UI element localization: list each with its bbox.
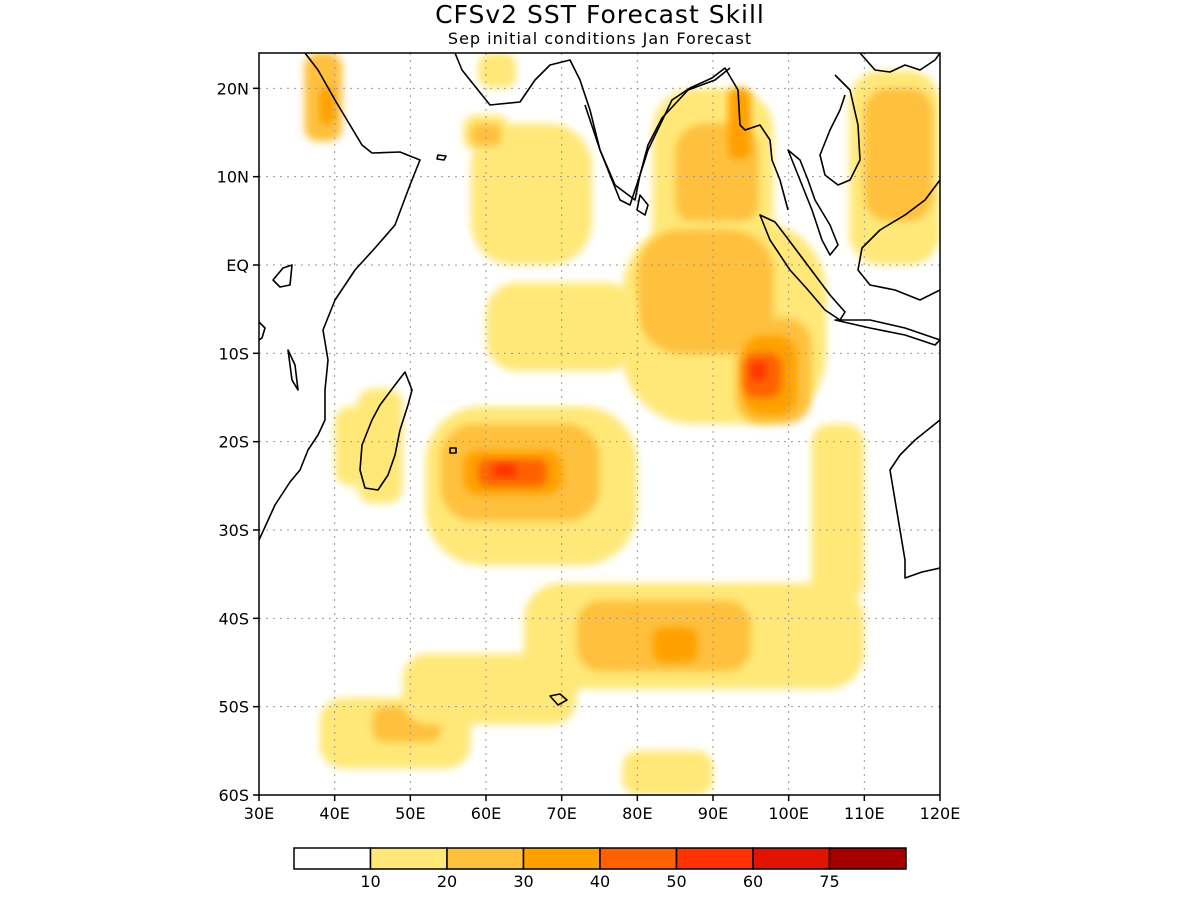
sri-lanka-coastline [636,194,649,216]
colorbar-label: 60 [743,872,763,891]
skill-region-eq-east-inner [637,229,774,354]
zanzibar-coastline [259,321,266,341]
skill-region-arabian-north-inner [470,123,502,146]
skill-region-gulf-oman [478,53,517,89]
colorbar-swatch [522,847,601,870]
lon-tick-label: 60E [471,804,501,823]
colorbar-swatch [369,847,448,870]
lat-tick-label: 10N [217,168,249,187]
skill-region-far-south [622,750,713,795]
latitude-tick-labels: 20N 10N EQ 10S 20S 30S 40S 50S 60S [217,79,259,805]
skill-region-red-sea-core [319,88,335,124]
kerguelen-coastline [549,693,568,706]
lon-tick-label: 120E [920,804,961,823]
mauritius-coastline [449,447,457,454]
lat-tick-label: EQ [226,256,249,275]
lon-tick-label: 70E [546,804,576,823]
lon-tick-label: 80E [622,804,652,823]
se-asia-coastline [859,53,940,73]
colorbar-swatch [293,847,372,870]
colorbar-label: 50 [666,872,686,891]
skill-contours [304,53,940,795]
colorbar-swatch [675,847,754,870]
lon-tick-label: 100E [768,804,809,823]
longitude-tick-labels: 30E 40E 50E 60E 70E 80E 90E 100E 110E 120E [244,795,961,823]
lat-tick-label: 20N [217,79,249,98]
map-title: CFSv2 SST Forecast Skill [435,0,765,29]
colorbar-swatch [446,847,525,870]
comoros-coastline [272,264,293,288]
socotra-coastline [436,154,447,161]
lon-tick-label: 40E [319,804,349,823]
lat-tick-label: 10S [218,344,249,363]
map-frame [258,52,941,796]
lon-tick-label: 30E [244,804,274,823]
skill-region-south-china-sea-inner [864,88,933,221]
madagascar-coastline [359,371,413,491]
africa-coastline [259,53,421,541]
colorbar: 10 20 30 40 50 60 75 [293,847,907,891]
skill-region-sumatra-west-max [750,362,766,380]
skill-region-sc-indian-max [493,463,517,477]
borneo-coastline [857,179,940,301]
java-coastline [834,319,940,346]
sumatra-coastline [759,214,846,321]
map-subtitle: Sep initial conditions Jan Forecast [447,29,753,48]
lat-tick-label: 30S [218,521,249,540]
coastlines [259,53,940,706]
seychelles-coastline [287,349,299,391]
lon-tick-label: 50E [395,804,425,823]
lat-tick-label: 20S [218,433,249,452]
skill-region-south-ocean-strip [402,653,577,725]
colorbar-swatch [599,847,678,870]
india-coastline [584,67,731,206]
colorbar-label: 30 [513,872,533,891]
colorbar-swatch [828,847,907,870]
lon-tick-label: 110E [844,804,885,823]
lat-tick-label: 50S [218,698,249,717]
lon-tick-label: 90E [698,804,728,823]
colorbar-swatch [752,847,831,870]
malay-coastline [787,149,839,256]
colorbar-label: 20 [437,872,457,891]
skill-region-west-australia [811,424,865,601]
australia-coastline [889,419,940,579]
lat-tick-label: 40S [218,609,249,628]
skill-region-southern-ocean-core [652,627,698,663]
indochina-coastline [819,74,861,186]
colorbar-label: 40 [590,872,610,891]
lat-tick-label: 60S [218,786,249,805]
colorbar-label: 10 [360,872,380,891]
colorbar-label: 75 [819,872,839,891]
